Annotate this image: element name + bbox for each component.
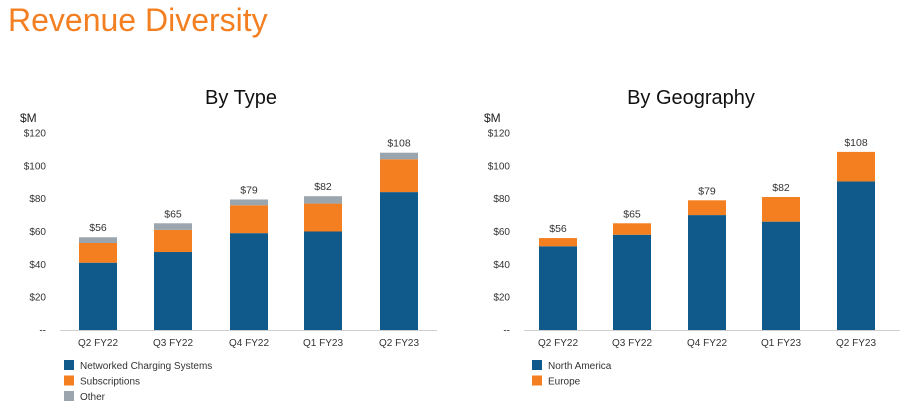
bar-segment	[837, 181, 875, 330]
bar-segment	[79, 237, 117, 243]
bar-segment	[539, 238, 577, 247]
bar-segment	[688, 200, 726, 216]
bar-segment	[380, 152, 418, 160]
bar-total-label: $56	[89, 222, 107, 234]
y-tick-label: $80	[493, 194, 510, 205]
x-tick-label: Q2 FY22	[78, 338, 118, 349]
bar-segment	[762, 197, 800, 222]
bar-segment	[154, 229, 192, 253]
bar-total-label: $79	[240, 184, 258, 196]
bar-segment	[380, 192, 418, 330]
y-tick-label: --	[503, 326, 510, 337]
x-tick-label: Q2 FY23	[836, 338, 876, 349]
legend-swatch	[64, 360, 74, 370]
legend-swatch	[532, 360, 542, 370]
chart-title: By Type	[205, 87, 277, 109]
y-tick-label: $120	[24, 129, 47, 140]
bar-total-label: $82	[772, 182, 790, 194]
bar-segment	[230, 205, 268, 234]
bar-total-label: $65	[623, 208, 641, 220]
bar-segment	[304, 196, 342, 204]
bar-total-label: $108	[387, 138, 411, 150]
y-tick-label: $100	[24, 161, 47, 172]
legend-swatch	[532, 375, 542, 386]
y-tick-label: $20	[29, 293, 46, 304]
bar-segment	[304, 203, 342, 232]
y-tick-label: $40	[29, 260, 46, 271]
y-tick-label: $100	[488, 161, 511, 172]
bar-segment	[154, 252, 192, 330]
legend-label: North America	[548, 361, 612, 372]
bar-segment	[539, 246, 577, 330]
bar-segment	[304, 231, 342, 330]
chart-by-geography: By Geography $M -- $20 $40 $60 $80 $100 $120 $56 Q…	[484, 87, 900, 388]
bar-segment	[79, 242, 117, 263]
x-tick-label: Q3 FY22	[612, 338, 652, 349]
bar-segment	[79, 262, 117, 330]
legend-label: Other	[80, 392, 106, 403]
bar-total-label: $82	[314, 181, 332, 193]
legend-label: Subscriptions	[80, 377, 140, 388]
y-tick-label: --	[39, 326, 46, 337]
bar-segment	[230, 199, 268, 206]
y-tick-label: $60	[493, 227, 510, 238]
x-tick-label: Q4 FY22	[229, 338, 269, 349]
bar-total-label: $79	[698, 185, 716, 197]
bar-segment	[613, 234, 651, 330]
y-tick-label: $40	[493, 260, 510, 271]
page-title: Revenue Diversity	[8, 2, 268, 38]
bar-total-label: $56	[549, 223, 567, 235]
chart-by-type: By Type $M -- $20 $40 $60 $80 $100 $120 $56 Q2 FY2…	[20, 87, 437, 403]
legend-swatch	[64, 391, 74, 401]
x-tick-label: Q4 FY22	[687, 338, 727, 349]
y-tick-label: $20	[493, 293, 510, 304]
chart-title: By Geography	[627, 87, 755, 109]
x-tick-label: Q2 FY22	[538, 338, 578, 349]
bar-segment	[837, 151, 875, 182]
bar-segment	[380, 159, 418, 193]
y-axis-unit-label: $M	[20, 111, 37, 125]
x-tick-label: Q1 FY23	[761, 338, 801, 349]
y-tick-label: $120	[488, 129, 511, 140]
y-tick-label: $60	[29, 227, 46, 238]
bar-segment	[613, 223, 651, 235]
bar-total-label: $65	[164, 208, 182, 220]
legend-label: Europe	[548, 377, 581, 388]
bar-segment	[688, 215, 726, 330]
legend-label: Networked Charging Systems	[80, 361, 212, 372]
x-tick-label: Q3 FY22	[153, 338, 193, 349]
x-tick-label: Q2 FY23	[379, 338, 419, 349]
legend-swatch	[64, 375, 74, 386]
bar-segment	[230, 233, 268, 330]
bar-segment	[762, 221, 800, 330]
bar-segment	[154, 223, 192, 230]
x-tick-label: Q1 FY23	[303, 338, 343, 349]
y-tick-label: $80	[29, 194, 46, 205]
bar-total-label: $108	[844, 137, 868, 149]
y-axis-unit-label: $M	[484, 111, 501, 125]
